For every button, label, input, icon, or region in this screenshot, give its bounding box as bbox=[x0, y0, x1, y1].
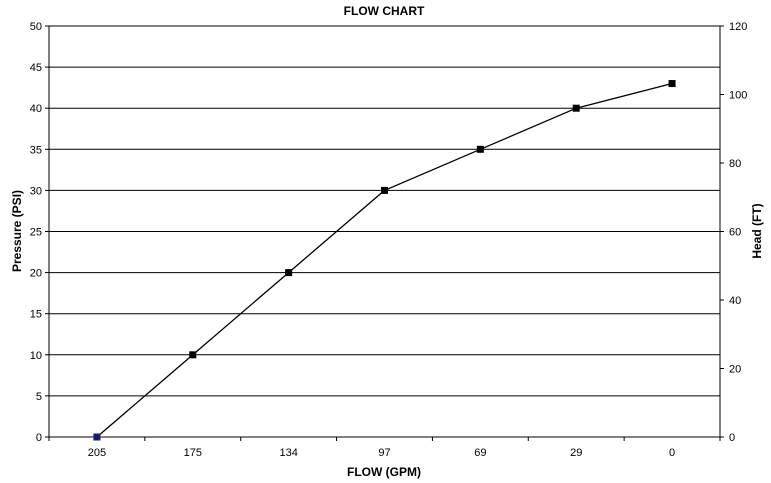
y-tick-label: 20 bbox=[30, 268, 42, 280]
x-tick-label: 0 bbox=[669, 447, 675, 459]
x-tick-label: 97 bbox=[378, 447, 390, 459]
data-point bbox=[572, 104, 580, 112]
gridlines bbox=[49, 66, 720, 397]
data-point bbox=[668, 80, 676, 88]
y2-tick-label: 40 bbox=[729, 295, 741, 307]
series-pressure bbox=[93, 80, 676, 441]
y2-tick-label: 60 bbox=[729, 227, 741, 239]
y-tick-label: 35 bbox=[30, 144, 42, 156]
data-point bbox=[189, 351, 197, 359]
x-tick-label: 134 bbox=[279, 447, 297, 459]
y-axis-title: Pressure (PSI) bbox=[10, 190, 24, 272]
y-tick-label: 10 bbox=[30, 350, 42, 362]
y-tick-label: 0 bbox=[36, 432, 42, 444]
x-tick-label: 175 bbox=[184, 447, 202, 459]
y2-tick-label: 120 bbox=[729, 21, 747, 33]
right-axis: 0 20 40 60 80 100 120 bbox=[720, 21, 747, 444]
y2-axis-title: Head (FT) bbox=[750, 203, 764, 258]
x-tick-label: 69 bbox=[474, 447, 486, 459]
y-tick-label: 15 bbox=[30, 309, 42, 321]
x-tick-label: 205 bbox=[88, 447, 106, 459]
x-axis: 205 175 134 97 69 29 0 bbox=[48, 437, 721, 459]
y2-tick-label: 0 bbox=[729, 432, 735, 444]
y2-tick-label: 20 bbox=[729, 364, 741, 376]
y-tick-label: 45 bbox=[30, 62, 42, 74]
x-axis-title: FLOW (GPM) bbox=[347, 465, 421, 479]
data-point bbox=[285, 269, 293, 277]
y2-tick-label: 100 bbox=[729, 90, 747, 102]
left-axis: 0 5 10 15 20 25 30 35 40 45 50 bbox=[30, 21, 49, 444]
x-tick-label: 29 bbox=[570, 447, 582, 459]
y-tick-label: 30 bbox=[30, 185, 42, 197]
data-point bbox=[476, 145, 484, 153]
y-tick-label: 50 bbox=[30, 21, 42, 33]
series-line bbox=[96, 82, 673, 438]
y-tick-label: 25 bbox=[30, 227, 42, 239]
data-point bbox=[381, 186, 388, 194]
y-tick-label: 40 bbox=[30, 103, 42, 115]
y-tick-label: 5 bbox=[36, 391, 42, 403]
chart-title: FLOW CHART bbox=[344, 4, 425, 18]
data-point bbox=[93, 433, 101, 441]
y2-tick-label: 80 bbox=[729, 158, 741, 170]
